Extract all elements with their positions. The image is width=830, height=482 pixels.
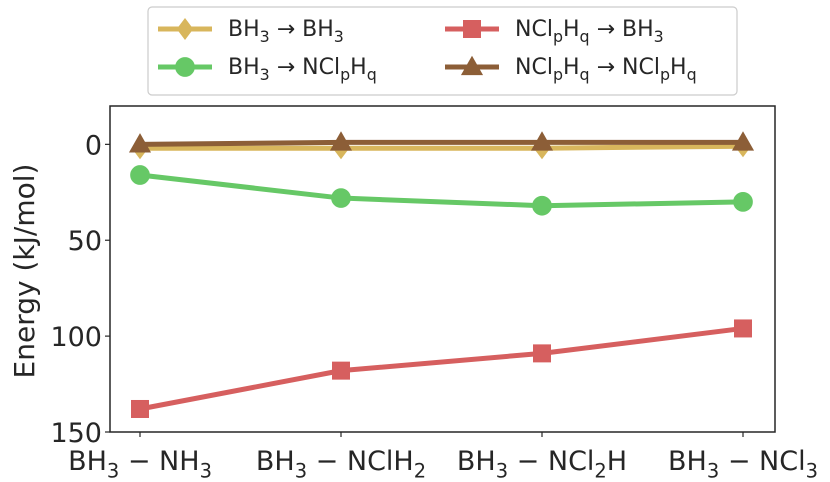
series-line xyxy=(139,172,744,209)
data-point xyxy=(734,319,752,338)
series-triangle xyxy=(128,131,755,153)
data-point xyxy=(131,399,149,418)
plot-area xyxy=(109,105,776,433)
legend-entry: BH3 → BH3 xyxy=(158,17,344,46)
data-point xyxy=(130,165,150,185)
data-point xyxy=(733,192,753,212)
legend-marker xyxy=(176,17,194,41)
legend-label: BH3 → BH3 xyxy=(228,17,344,46)
x-axis: BH3 − NH3 BH3 − NClH2 BH3 − NCl2H BH3 − NCl… xyxy=(68,432,818,482)
series-diamond xyxy=(131,135,752,160)
series-square xyxy=(131,319,752,418)
legend-entry: NClpHq → BH3 xyxy=(445,17,664,46)
legend-label: NClpHq → BH3 xyxy=(515,17,664,46)
series-line xyxy=(140,143,744,151)
data-point xyxy=(530,131,554,151)
data-point xyxy=(332,361,350,380)
plot-frame xyxy=(109,105,776,433)
y-tick-label: 150 xyxy=(50,418,102,449)
data-point xyxy=(331,188,351,208)
series-line xyxy=(139,325,744,412)
y-axis-label: Energy (kJ/mol) xyxy=(8,164,41,379)
y-axis: 0 50 100 150 xyxy=(50,130,110,449)
legend-entry: NClpHq → NClpHq xyxy=(445,55,697,84)
data-point xyxy=(329,131,353,151)
legend-box xyxy=(147,6,738,96)
series-line xyxy=(139,139,743,147)
legend: BH3 → BH3 BH3 → NClpHq NClpHq → BH3 NClpHq … xyxy=(147,6,738,96)
y-tick-label: 100 xyxy=(50,322,102,353)
legend-marker xyxy=(175,57,195,77)
x-tick-label: BH3 − NCl3 xyxy=(668,446,818,482)
series-circle xyxy=(130,165,753,216)
data-point xyxy=(128,133,152,153)
x-tick-label: BH3 − NCl2H xyxy=(457,446,627,482)
data-point xyxy=(731,131,755,151)
legend-marker xyxy=(460,55,484,76)
y-tick-label: 0 xyxy=(85,130,102,161)
legend-entry: BH3 → NClpHq xyxy=(158,55,377,84)
data-point xyxy=(533,344,551,363)
x-tick-label: BH3 − NH3 xyxy=(68,446,212,482)
x-tick-label: BH3 − NClH2 xyxy=(256,446,426,482)
y-tick-label: 50 xyxy=(68,226,102,257)
data-point xyxy=(532,195,552,216)
legend-label: BH3 → NClpHq xyxy=(228,55,377,84)
legend-marker xyxy=(463,20,481,38)
legend-label: NClpHq → NClpHq xyxy=(515,55,697,84)
